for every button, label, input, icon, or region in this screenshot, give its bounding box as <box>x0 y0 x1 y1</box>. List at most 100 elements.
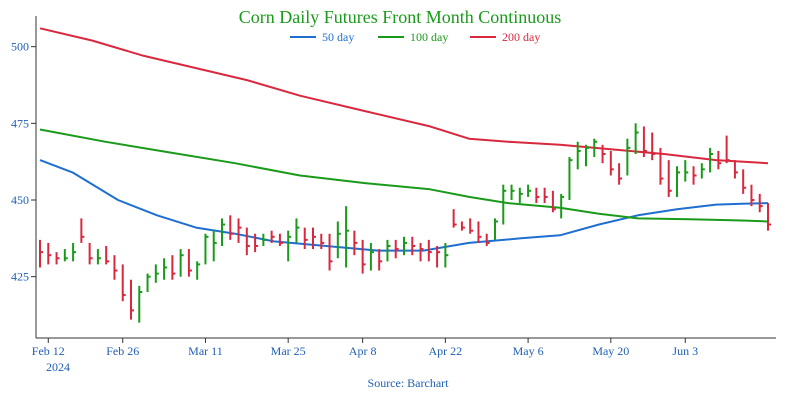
price-bar <box>717 150 722 170</box>
price-bar <box>667 160 672 197</box>
price-bar <box>72 242 77 262</box>
price-bar <box>452 209 457 228</box>
legend-label-50-day: 50 day <box>322 30 354 44</box>
y-tick-label: 450 <box>11 193 29 207</box>
price-bar <box>179 249 184 277</box>
price-bar <box>270 230 275 243</box>
price-bar <box>576 141 581 170</box>
price-bar <box>394 239 399 259</box>
price-bar <box>55 252 60 265</box>
price-bar <box>320 233 325 250</box>
x-tick-label: Feb 12 <box>32 344 65 358</box>
source-note: Source: Barchart <box>368 376 450 390</box>
ma-line-200-day <box>39 27 769 165</box>
legend-label-100-day: 100 day <box>410 30 448 44</box>
price-bar <box>750 184 755 207</box>
y-tick-label: 500 <box>11 40 29 54</box>
price-bar <box>345 206 350 268</box>
ma-line-100-day <box>39 128 769 223</box>
price-bar <box>262 233 267 246</box>
price-bar <box>642 126 647 158</box>
price-bar <box>494 218 498 240</box>
x-tick-label: Mar 11 <box>188 344 223 358</box>
price-bar <box>171 255 176 280</box>
price-bar <box>121 264 126 302</box>
x-tick-label: Mar 25 <box>271 344 306 358</box>
price-bar <box>254 233 259 253</box>
price-bar <box>361 239 366 274</box>
price-bar <box>278 233 283 246</box>
price-bar <box>312 227 316 250</box>
price-bar <box>485 233 490 246</box>
price-bar <box>676 166 680 197</box>
x-axis-year-label: 2024 <box>46 360 70 374</box>
y-tick-label: 475 <box>11 116 29 130</box>
price-bar <box>237 218 242 243</box>
x-tick-label: May 6 <box>513 344 544 358</box>
x-tick-label: Feb 26 <box>106 344 139 358</box>
price-bar <box>469 218 474 234</box>
price-bar <box>618 163 623 185</box>
price-bar <box>229 215 234 240</box>
price-bar <box>436 246 441 268</box>
price-bar <box>477 221 482 243</box>
price-bar <box>551 190 556 213</box>
price-bar <box>96 249 101 265</box>
price-bar <box>204 233 209 265</box>
price-bar <box>444 242 449 268</box>
price-bar <box>163 258 168 280</box>
price-bar <box>353 230 358 256</box>
price-bars <box>39 123 771 323</box>
price-bar <box>196 261 201 280</box>
price-bar <box>609 150 614 176</box>
axes <box>35 16 776 339</box>
moving-average-lines <box>39 27 769 252</box>
price-bar <box>742 169 747 194</box>
price-bar <box>336 221 341 259</box>
price-bar <box>138 285 143 323</box>
price-bar <box>63 249 68 262</box>
price-bar <box>709 147 714 173</box>
price-bar <box>39 239 43 268</box>
price-bar <box>221 218 225 246</box>
price-bar <box>510 184 515 200</box>
price-bar <box>593 138 598 158</box>
price-bar <box>733 160 738 179</box>
price-bar <box>47 242 52 265</box>
price-bar <box>568 157 573 200</box>
chart-title: Corn Daily Futures Front Month Continuou… <box>239 7 562 27</box>
x-tick-label: Jun 3 <box>672 344 698 358</box>
price-bar <box>419 242 424 262</box>
price-bar <box>245 227 250 256</box>
legend-label-200-day: 200 day <box>502 30 540 44</box>
ma-line-50-day <box>39 159 769 252</box>
price-bar <box>146 273 151 292</box>
price-bar <box>154 264 159 283</box>
price-bar <box>187 249 192 277</box>
price-bar <box>684 160 689 182</box>
price-bar <box>328 233 333 271</box>
price-bar <box>518 187 523 204</box>
price-bar <box>460 221 465 231</box>
price-bar <box>88 242 93 265</box>
price-bar <box>725 135 730 164</box>
price-bar <box>411 236 416 256</box>
y-axis-ticks: 425 450 475 500 <box>11 40 36 284</box>
price-bar <box>626 138 631 176</box>
price-bar <box>212 230 217 262</box>
price-bar <box>502 184 507 225</box>
x-tick-label: Apr 8 <box>349 344 377 358</box>
y-tick-label: 425 <box>11 270 29 284</box>
price-bar <box>130 279 134 320</box>
price-bar <box>527 184 532 197</box>
price-bar <box>700 163 705 179</box>
price-bar <box>427 239 432 262</box>
price-bar <box>295 218 300 243</box>
price-bar <box>386 239 391 262</box>
x-tick-label: May 20 <box>592 344 629 358</box>
price-bar <box>80 218 85 243</box>
price-bar <box>692 166 697 185</box>
price-bar <box>601 144 606 164</box>
price-bar <box>105 246 110 265</box>
